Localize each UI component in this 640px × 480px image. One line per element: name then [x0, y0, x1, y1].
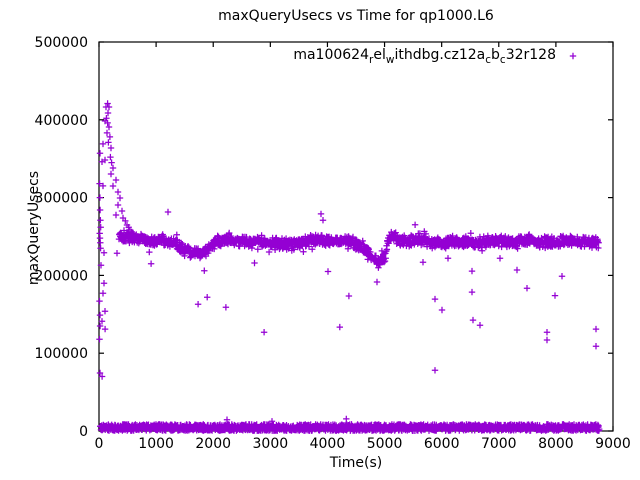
x-tick-label: 6000	[424, 436, 460, 452]
x-tick-label: 2000	[195, 436, 231, 452]
legend-label: ma100624relwithdbg.cz12acbc32r128	[293, 47, 556, 66]
x-tick-label: 5000	[367, 436, 403, 452]
legend-label-segment: ma100624	[293, 47, 369, 63]
legend-label-subscript: r	[369, 53, 374, 66]
y-tick-label: 200000	[35, 268, 88, 284]
scatter-series-below-band-outliers	[147, 255, 600, 374]
y-tick-label: 0	[79, 424, 88, 440]
y-tick-label: 100000	[35, 346, 88, 362]
legend-marker-plus-icon	[569, 52, 577, 60]
x-tick-label: 3000	[253, 436, 289, 452]
y-tick-label: 500000	[35, 35, 88, 51]
x-tick-label: 8000	[538, 436, 574, 452]
scatter-series-steady-state-band	[115, 227, 602, 271]
legend-label-segment: b	[491, 47, 500, 63]
legend-label-subscript: c	[499, 53, 506, 66]
legend-label-segment: el	[373, 47, 386, 63]
x-tick-label: 1000	[138, 436, 174, 452]
chart-title: maxQueryUsecs vs Time for qp1000.L6	[218, 8, 494, 24]
x-tick-label: 7000	[481, 436, 517, 452]
x-axis-label: Time(s)	[329, 455, 383, 471]
scatter-series-startup-transient	[96, 100, 153, 380]
legend-label-segment: 32r128	[505, 47, 556, 63]
legend-label-subscript: w	[385, 53, 395, 66]
scatter-series-floor-band	[97, 421, 603, 434]
y-tick-label: 300000	[35, 191, 88, 207]
legend-label-segment: ithdbg.cz12a	[394, 47, 486, 63]
x-tick-label: 0	[95, 436, 104, 452]
legend-entry: ma100624relwithdbg.cz12acbc32r128	[293, 46, 556, 66]
y-tick-label: 400000	[35, 113, 88, 129]
x-tick-label: 4000	[310, 436, 346, 452]
legend-label-subscript: c	[485, 53, 492, 66]
x-tick-label: 9000	[595, 436, 631, 452]
scatter-series-above-band-outliers	[164, 208, 419, 228]
